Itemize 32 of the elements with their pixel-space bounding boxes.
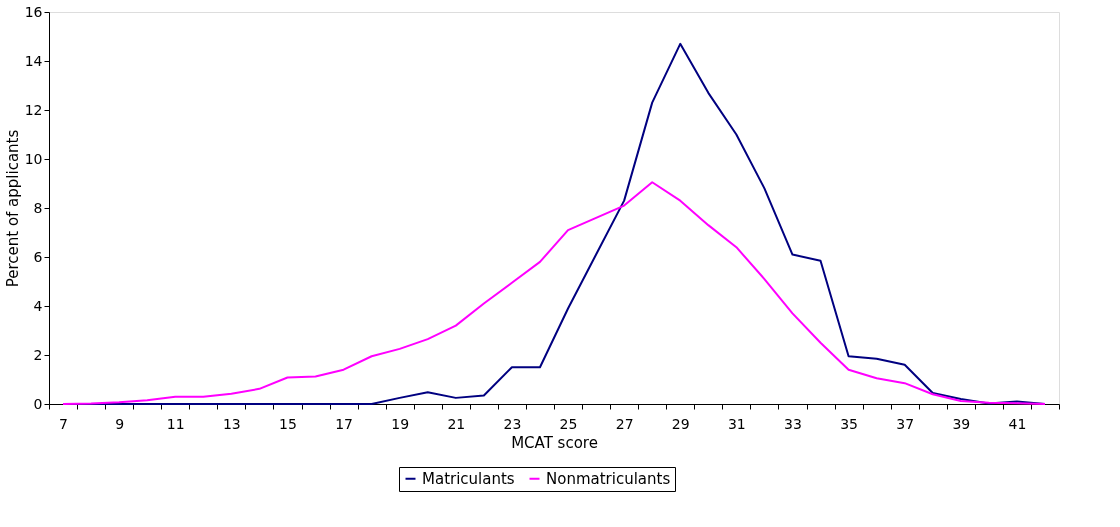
y-tick-label: 4 [33,297,43,314]
x-tick-label: 35 [840,415,858,432]
x-tick-label: 33 [784,415,802,432]
x-tick-label: 23 [503,415,522,432]
x-tick-label: 39 [952,415,971,432]
legend-label: Matriculants [422,469,515,488]
x-tick-label: 25 [559,415,578,432]
x-tick-label: 17 [335,415,353,432]
x-tick-label: 19 [391,415,410,432]
x-tick-label: 11 [166,415,185,432]
y-tick-label: 6 [33,248,43,265]
x-tick-label: 21 [447,415,466,432]
y-tick-label: 16 [24,3,43,20]
x-tick-label: 7 [59,415,68,432]
y-tick-label: 8 [33,199,43,216]
x-tick-label: 27 [615,415,634,432]
x-tick-label: 9 [115,415,125,432]
x-tick-label: 15 [279,415,297,432]
x-tick-label: 41 [1008,415,1027,432]
x-tick-label: 29 [671,415,690,432]
y-tick-label: 12 [24,101,43,118]
y-tick-label: 2 [33,346,43,363]
y-tick-label: 10 [24,150,43,167]
x-tick-label: 31 [727,415,746,432]
line-series [62,181,1046,405]
legend-label: Nonmatriculants [546,469,671,488]
x-axis-title: MCAT score [511,433,598,452]
y-tick-label: 0 [33,395,43,412]
x-tick-label: 37 [896,415,915,432]
x-tick-label: 13 [222,415,241,432]
y-tick-label: 14 [24,52,43,69]
y-axis-title: Percent of applicants [3,129,22,288]
